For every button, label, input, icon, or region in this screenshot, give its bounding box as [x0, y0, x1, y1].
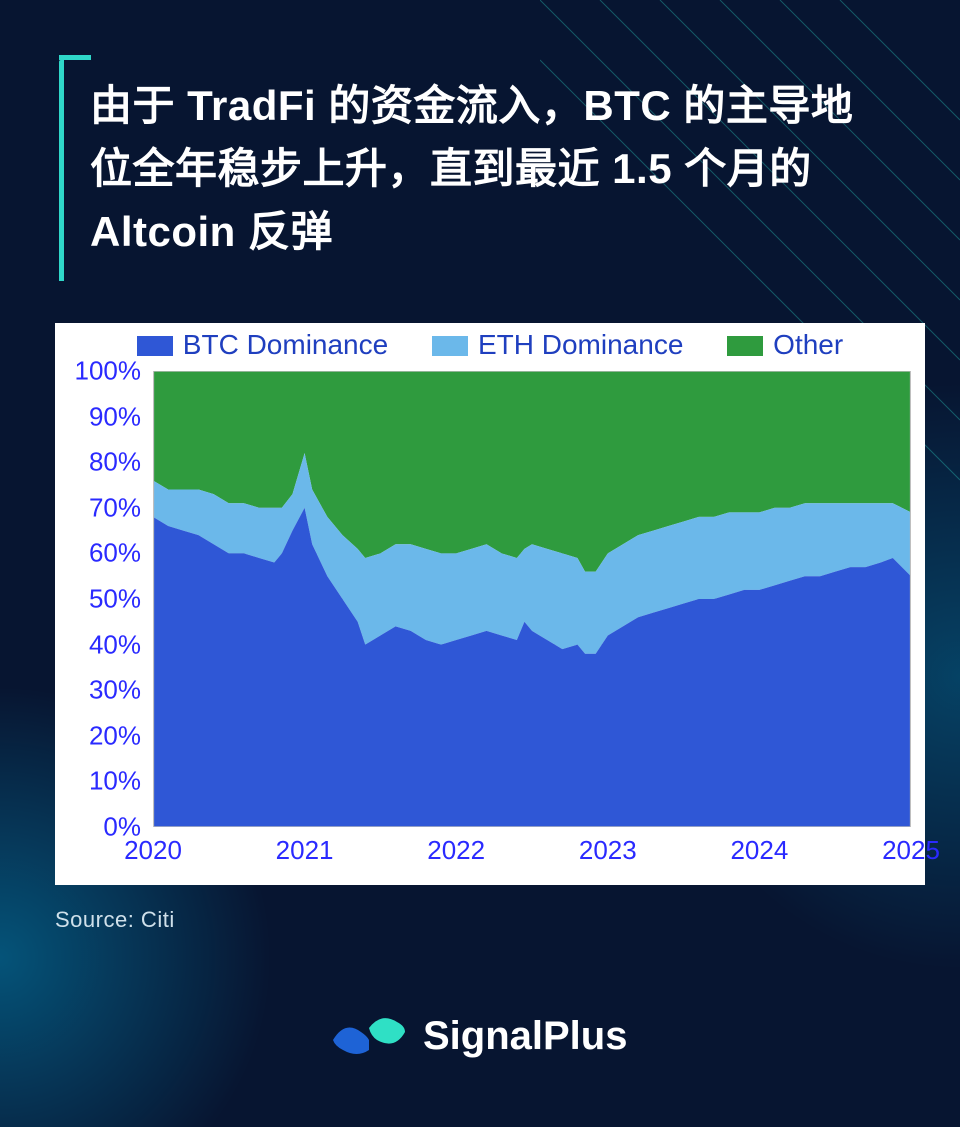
- x-axis-labels: 202020212022202320242025: [153, 835, 911, 875]
- y-tick-label: 50%: [89, 584, 141, 615]
- legend-item-other: Other: [727, 329, 843, 361]
- x-tick-label: 2020: [124, 835, 182, 866]
- y-tick-label: 10%: [89, 766, 141, 797]
- brand-footer: SignalPlus: [0, 1010, 960, 1063]
- source-label: Source: Citi: [55, 907, 905, 933]
- title-block: 由于 TradFi 的资金流入，BTC 的主导地位全年稳步上升，直到最近 1.5…: [59, 60, 889, 281]
- y-tick-label: 80%: [89, 447, 141, 478]
- legend-item-eth: ETH Dominance: [432, 329, 683, 361]
- legend-label-btc: BTC Dominance: [183, 329, 388, 360]
- dominance-chart: BTC Dominance ETH Dominance Other 0%10%2…: [55, 323, 925, 885]
- y-tick-label: 90%: [89, 401, 141, 432]
- page-root: 由于 TradFi 的资金流入，BTC 的主导地位全年稳步上升，直到最近 1.5…: [0, 0, 960, 1127]
- y-tick-label: 60%: [89, 538, 141, 569]
- legend-label-eth: ETH Dominance: [478, 329, 683, 360]
- y-tick-label: 70%: [89, 492, 141, 523]
- logo-right-wave: [369, 1018, 405, 1043]
- x-tick-label: 2022: [427, 835, 485, 866]
- legend-swatch-eth: [432, 336, 468, 356]
- y-tick-label: 20%: [89, 720, 141, 751]
- y-tick-label: 30%: [89, 675, 141, 706]
- brand-name: SignalPlus: [423, 1014, 628, 1059]
- x-tick-label: 2021: [276, 835, 334, 866]
- page-title: 由于 TradFi 的资金流入，BTC 的主导地位全年稳步上升，直到最近 1.5…: [90, 74, 867, 263]
- logo-left-wave: [333, 1028, 369, 1055]
- y-tick-label: 100%: [75, 356, 142, 387]
- legend-swatch-other: [727, 336, 763, 356]
- y-axis-labels: 0%10%20%30%40%50%60%70%80%90%100%: [55, 371, 147, 827]
- legend-label-other: Other: [773, 329, 843, 360]
- brand-logo-icon: [333, 1010, 405, 1063]
- legend-swatch-btc: [137, 336, 173, 356]
- y-tick-label: 40%: [89, 629, 141, 660]
- legend-item-btc: BTC Dominance: [137, 329, 388, 361]
- x-tick-label: 2023: [579, 835, 637, 866]
- chart-svg: [153, 371, 911, 827]
- x-tick-label: 2025: [882, 835, 940, 866]
- chart-legend: BTC Dominance ETH Dominance Other: [55, 323, 925, 361]
- chart-plot-area: [153, 371, 911, 827]
- x-tick-label: 2024: [730, 835, 788, 866]
